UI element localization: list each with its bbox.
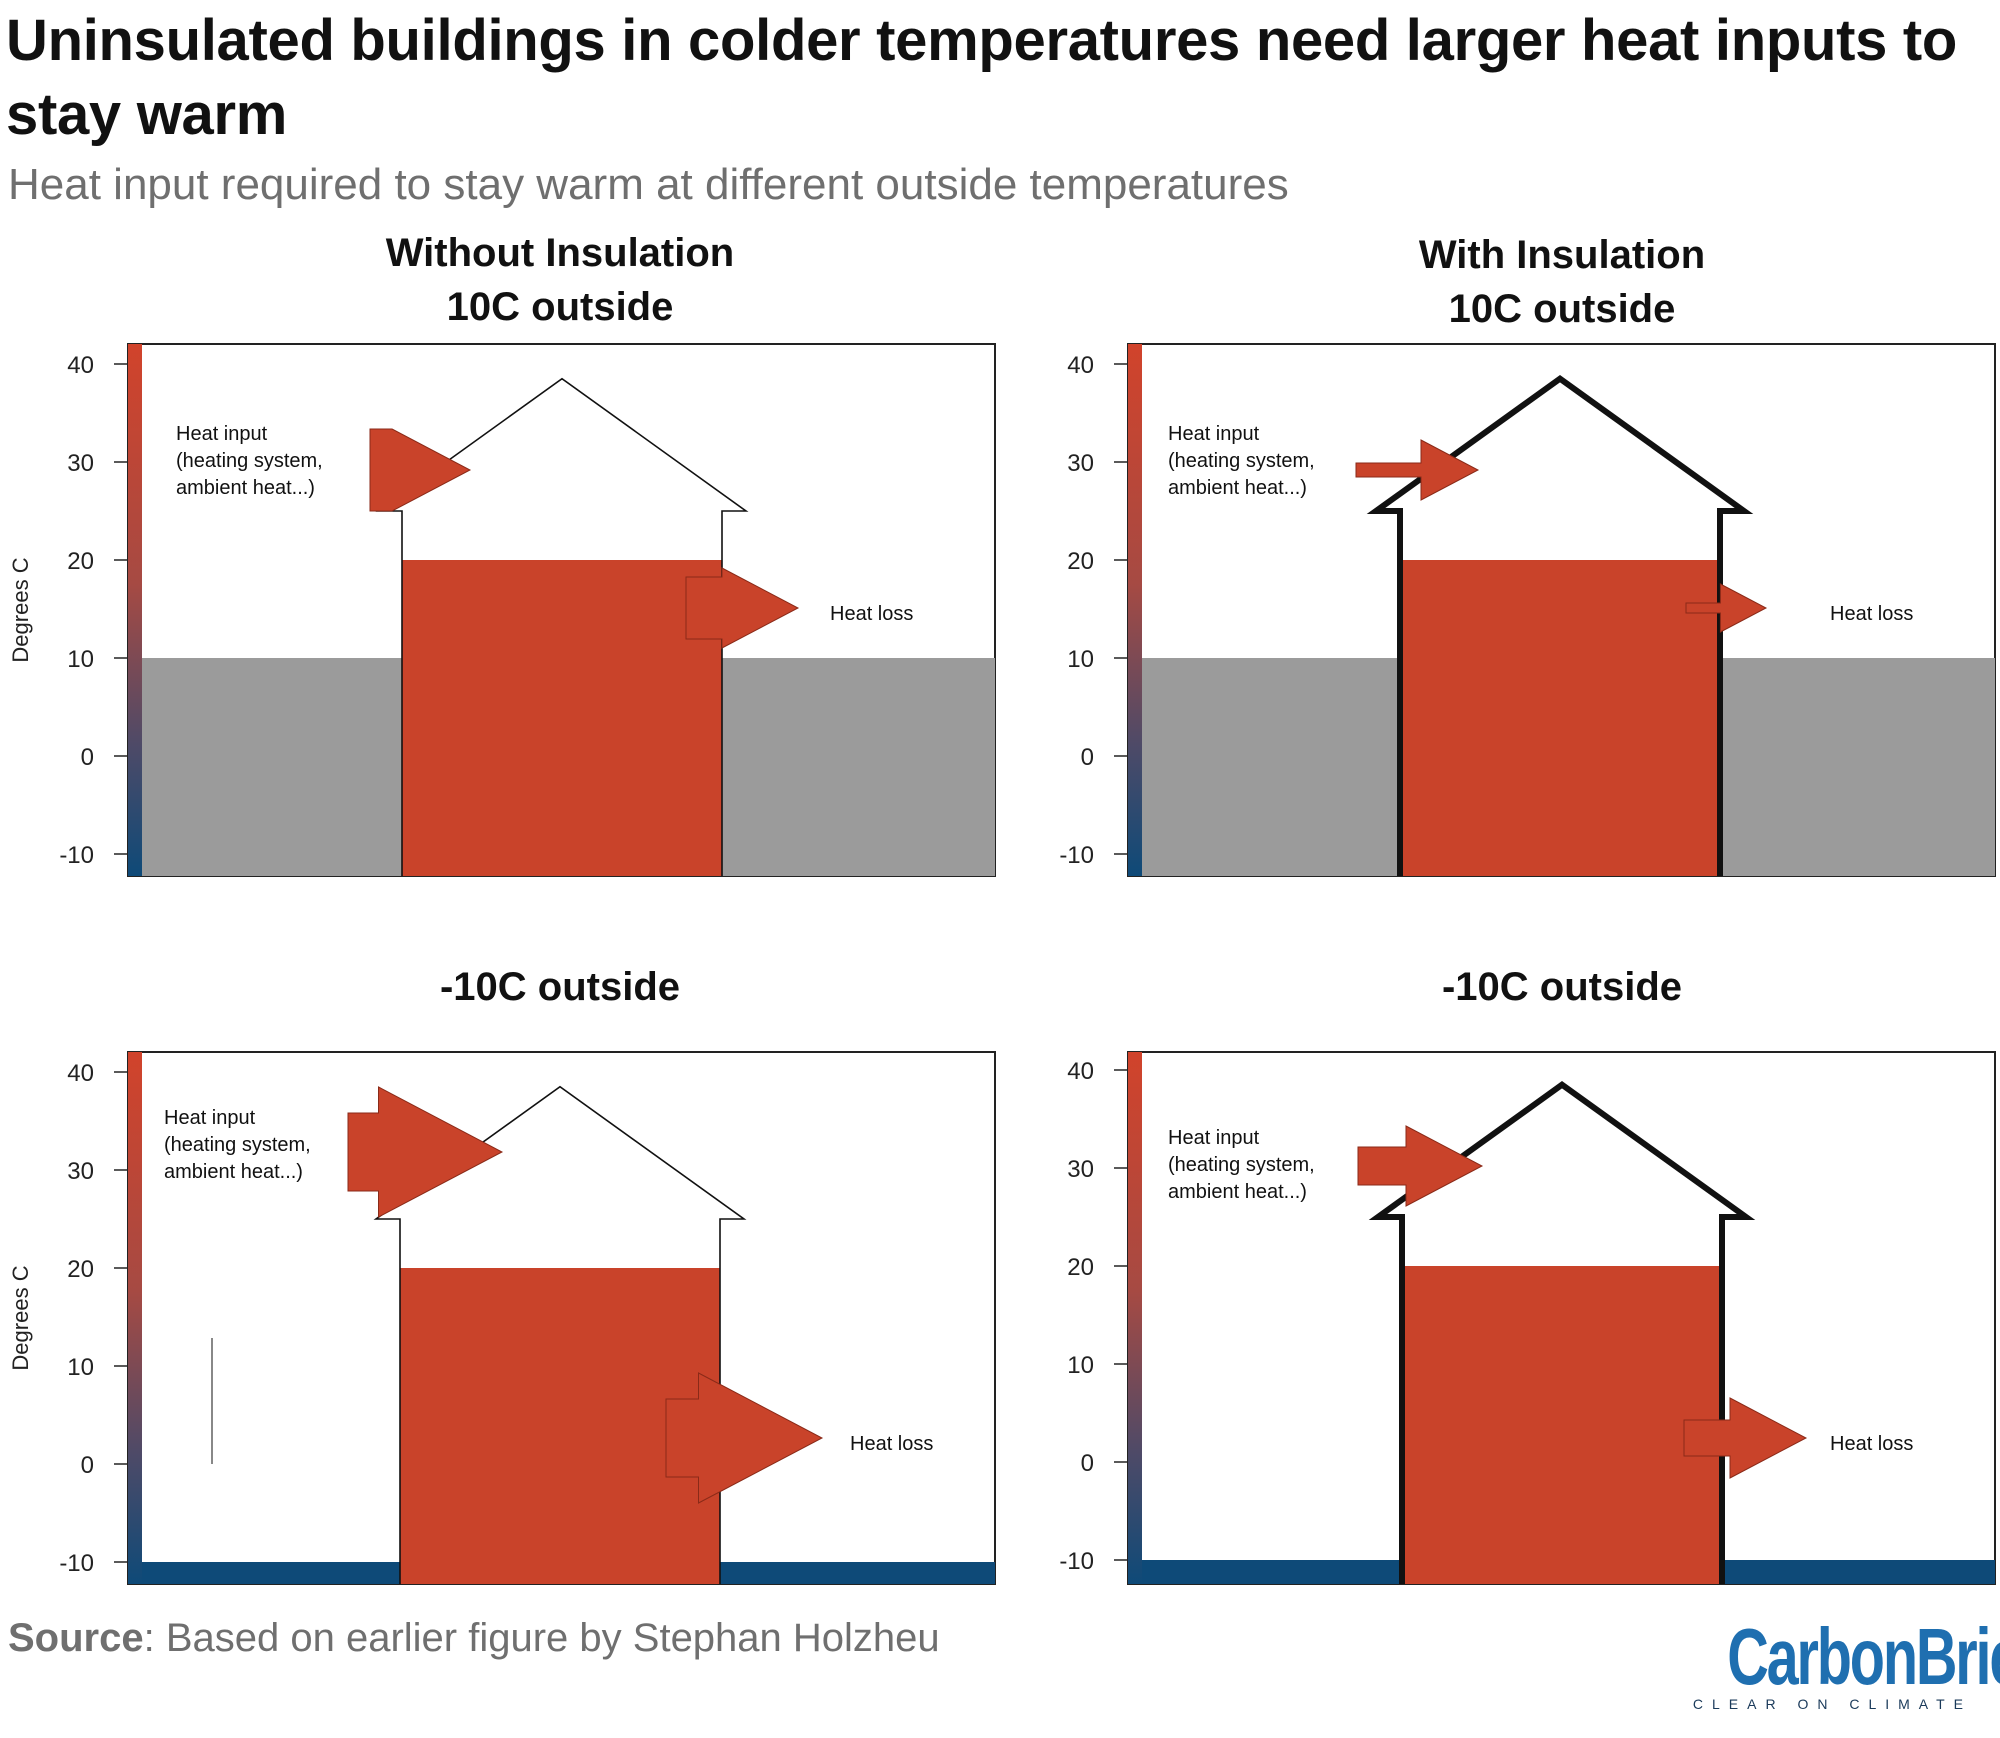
axis-tick-label: 10 [1067,1352,1094,1379]
heat-input-label: (heating system, [1168,450,1315,472]
axis-tick-label: 20 [67,548,94,575]
heat-input-label: Heat input [1168,423,1260,445]
axis-tick-label: 0 [1081,1450,1094,1477]
logo-wordmark: CarbonBrief [1727,1612,2000,1701]
house-outline [373,1085,747,1584]
page-subtitle: Heat input required to stay warm at diff… [8,160,1289,209]
panel-heading-uninsulated-cold: -10C outside [439,965,681,1009]
axis-tick-label: -10 [1059,842,1094,869]
temperature-scale-bar [1128,344,1142,876]
axis-tick-label: 0 [1081,744,1094,771]
heat-input-arrow [1357,1125,1484,1207]
heat-loss-label: Heat loss [850,1433,933,1455]
heat-input-label: Heat input [1168,1127,1260,1149]
temperature-scale-bar [128,344,142,876]
diagram-panel: Heat input (heating system, ambient heat..… [8,1051,996,1585]
heat-input-label: ambient heat...) [1168,1181,1307,1203]
axis-tick-label: 20 [1067,548,1094,575]
heat-input-label: (heating system, [176,450,323,472]
heat-input-arrow [1355,439,1480,501]
axis-tick-label: 30 [1067,450,1094,477]
axis-tick-label: -10 [1059,1548,1094,1575]
heat-input-label: ambient heat...) [164,1161,303,1183]
axis-tick-label: 20 [67,1256,94,1283]
heat-loss-arrow [1685,583,1768,633]
heat-loss-label: Heat loss [1830,1433,1913,1455]
heat-input-label: ambient heat...) [176,477,315,499]
axis-tick-label: 30 [67,1158,94,1185]
heat-input-arrow [369,428,472,512]
column-heading-with-insulation: With Insulation 10C outside [1418,233,1706,331]
indoor-heat-fill [1402,1266,1722,1584]
source-note: Source: Based on earlier figure by Steph… [8,1616,940,1660]
temperature-scale-bar [128,1052,142,1584]
insulated-house-outline [1366,375,1754,876]
axis-tick-label: 0 [81,1452,94,1479]
axis-tick-label: 10 [67,646,94,673]
axis-tick-label: 30 [67,450,94,477]
heat-input-label: Heat input [164,1107,256,1129]
diagram-panel: Heat input (heating system, ambient heat..… [8,343,996,877]
heat-input-label: (heating system, [164,1134,311,1156]
axis-tick-label: 40 [1067,1058,1094,1085]
axis-tick-label: 20 [1067,1254,1094,1281]
heat-loss-arrow [685,567,800,649]
insulated-house-outline [1368,1081,1756,1584]
axis-tick-label: 40 [67,352,94,379]
axis-tick-label: 0 [81,744,94,771]
logo-tagline: CLEAR ON CLIMATE [1692,1696,1972,1712]
panel-heading-insulated-cold: -10C outside [1441,965,1683,1009]
axis-tick-label: -10 [59,1550,94,1577]
axis-tick-label: -10 [59,842,94,869]
axis-tick-label: 30 [1067,1156,1094,1183]
indoor-heat-fill [402,560,722,876]
heat-input-label: ambient heat...) [1168,477,1307,499]
carbon-brief-logo[interactable]: CarbonBrief CLEAR ON CLIMATE [1632,1612,2000,1713]
axis-tick-label: 40 [1067,352,1094,379]
axis-label: Degrees C [8,1265,33,1370]
indoor-heat-fill [1400,560,1720,876]
heat-input-label: (heating system, [1168,1154,1315,1176]
axis-tick-label: 40 [67,1060,94,1087]
column-heading-without-insulation: Without Insulation 10C outside [385,231,735,329]
heat-loss-label: Heat loss [830,603,913,625]
axis-tick-label: 10 [67,1354,94,1381]
house-outline [375,377,749,876]
heat-loss-label: Heat loss [1830,603,1913,625]
heat-loss-arrow [1683,1397,1808,1479]
heat-loss-arrow [665,1372,824,1504]
page-title: Uninsulated buildings in colder temperat… [6,8,1958,147]
diagram-panel: Heat input (heating system, ambient heat..… [1059,343,1996,877]
axis-tick-label: 10 [1067,646,1094,673]
heat-input-label: Heat input [176,423,268,445]
axis-label: Degrees C [8,557,33,662]
heat-input-arrow [347,1086,504,1218]
diagram-panel: Heat input (heating system, ambient heat..… [1059,1051,1996,1585]
temperature-scale-bar [1128,1052,1142,1584]
